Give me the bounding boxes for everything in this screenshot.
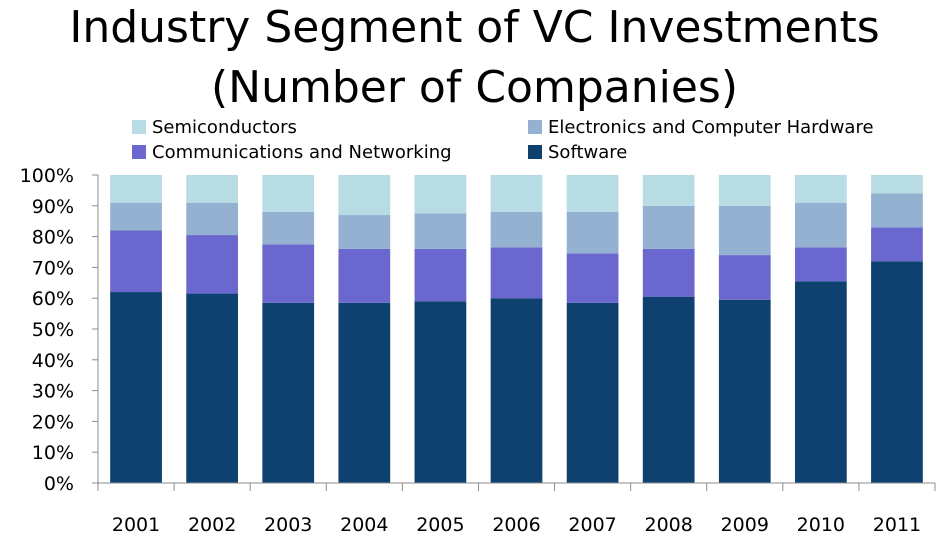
tick-labels-layer: 0% 10% 20% 30% 40% 50% 60% 70% 80% 90% 100% 2001 200… [20,165,921,536]
x-tick-label: 2007 [568,514,616,536]
legend-item-electronics-hardware: Electronics and Computer Hardware [528,116,874,138]
bar-communications-and-networking-2010 [794,247,847,282]
bar-electronics-and-computer-hardware-2006 [490,211,543,248]
bars-layer [110,175,923,483]
legend-label-electronics-hardware: Electronics and Computer Hardware [548,116,874,138]
bar-electronics-and-computer-hardware-2010 [794,202,847,248]
x-tick-label: 2009 [721,514,769,536]
y-tick-label: 20% [32,411,74,433]
bar-electronics-and-computer-hardware-2009 [718,205,771,256]
chart-title: Industry Segment of VC Investments [69,2,880,53]
bar-semiconductors-2006 [490,175,543,212]
legend-label-communications-networking: Communications and Networking [152,141,452,163]
bar-software-2004 [338,302,391,483]
bar-semiconductors-2001 [110,175,162,203]
bar-software-2005 [414,301,467,483]
bar-electronics-and-computer-hardware-2001 [110,202,162,231]
legend-swatch-software [528,145,542,159]
bar-communications-and-networking-2005 [414,248,467,302]
bar-electronics-and-computer-hardware-2007 [566,211,619,254]
bar-communications-and-networking-2009 [718,255,771,300]
bar-communications-and-networking-2006 [490,247,543,299]
x-tick-label: 2006 [492,514,540,536]
bar-semiconductors-2003 [262,175,315,212]
legend-label-semiconductors: Semiconductors [152,116,297,138]
legend-item-semiconductors: Semiconductors [132,116,297,138]
y-tick-label: 70% [32,257,74,279]
bar-semiconductors-2004 [338,175,391,216]
legend-item-software: Software [528,141,627,163]
x-tick-label: 2001 [112,514,160,536]
bar-software-2003 [262,302,315,483]
bar-software-2008 [642,296,695,483]
legend-swatch-electronics-hardware [528,120,542,134]
axes-layer [92,174,936,491]
bar-semiconductors-2008 [642,175,695,206]
x-tick-label: 2010 [797,514,845,536]
bar-software-2011 [871,261,923,483]
bar-communications-and-networking-2004 [338,248,391,303]
y-tick-label: 0% [44,473,74,495]
bar-software-2001 [110,292,162,483]
bar-software-2010 [794,281,847,483]
y-tick-label: 10% [32,442,74,464]
bar-electronics-and-computer-hardware-2003 [262,211,315,245]
y-tick-label: 30% [32,381,74,403]
x-tick-label: 2002 [188,514,236,536]
x-tick-label: 2005 [416,514,464,536]
legend-item-communications-networking: Communications and Networking [132,141,452,163]
x-tick-label: 2003 [264,514,312,536]
x-tick-label: 2011 [873,514,921,536]
y-tick-label: 50% [32,319,74,341]
y-tick-label: 100% [20,165,74,187]
bar-electronics-and-computer-hardware-2002 [186,202,239,236]
bar-semiconductors-2009 [718,175,771,206]
bar-communications-and-networking-2007 [566,253,619,303]
y-tick-label: 90% [32,196,74,218]
bar-semiconductors-2005 [414,175,467,214]
x-tick-label: 2004 [340,514,388,536]
y-tick-label: 60% [32,288,74,310]
y-tick-label: 80% [32,227,74,249]
legend-swatch-communications-networking [132,145,146,159]
bar-communications-and-networking-2011 [871,227,923,262]
bar-software-2002 [186,293,239,483]
y-tick-label: 40% [32,350,74,372]
bar-communications-and-networking-2002 [186,235,239,294]
bar-electronics-and-computer-hardware-2004 [338,215,391,249]
chart-subtitle: (Number of Companies) [211,62,738,113]
legend-label-software: Software [548,141,628,163]
bar-electronics-and-computer-hardware-2011 [871,193,923,228]
legend-swatch-semiconductors [132,120,146,134]
bar-communications-and-networking-2003 [262,244,315,303]
bar-software-2009 [718,299,771,483]
bar-semiconductors-2010 [794,175,847,203]
x-tick-label: 2008 [645,514,693,536]
bar-semiconductors-2011 [871,175,923,194]
bar-semiconductors-2007 [566,175,619,212]
bar-semiconductors-2002 [186,175,239,203]
bar-software-2006 [490,298,543,483]
bar-communications-and-networking-2008 [642,248,695,297]
bar-communications-and-networking-2001 [110,230,162,293]
bar-electronics-and-computer-hardware-2005 [414,213,467,249]
bar-software-2007 [566,302,619,483]
bar-electronics-and-computer-hardware-2008 [642,205,695,249]
